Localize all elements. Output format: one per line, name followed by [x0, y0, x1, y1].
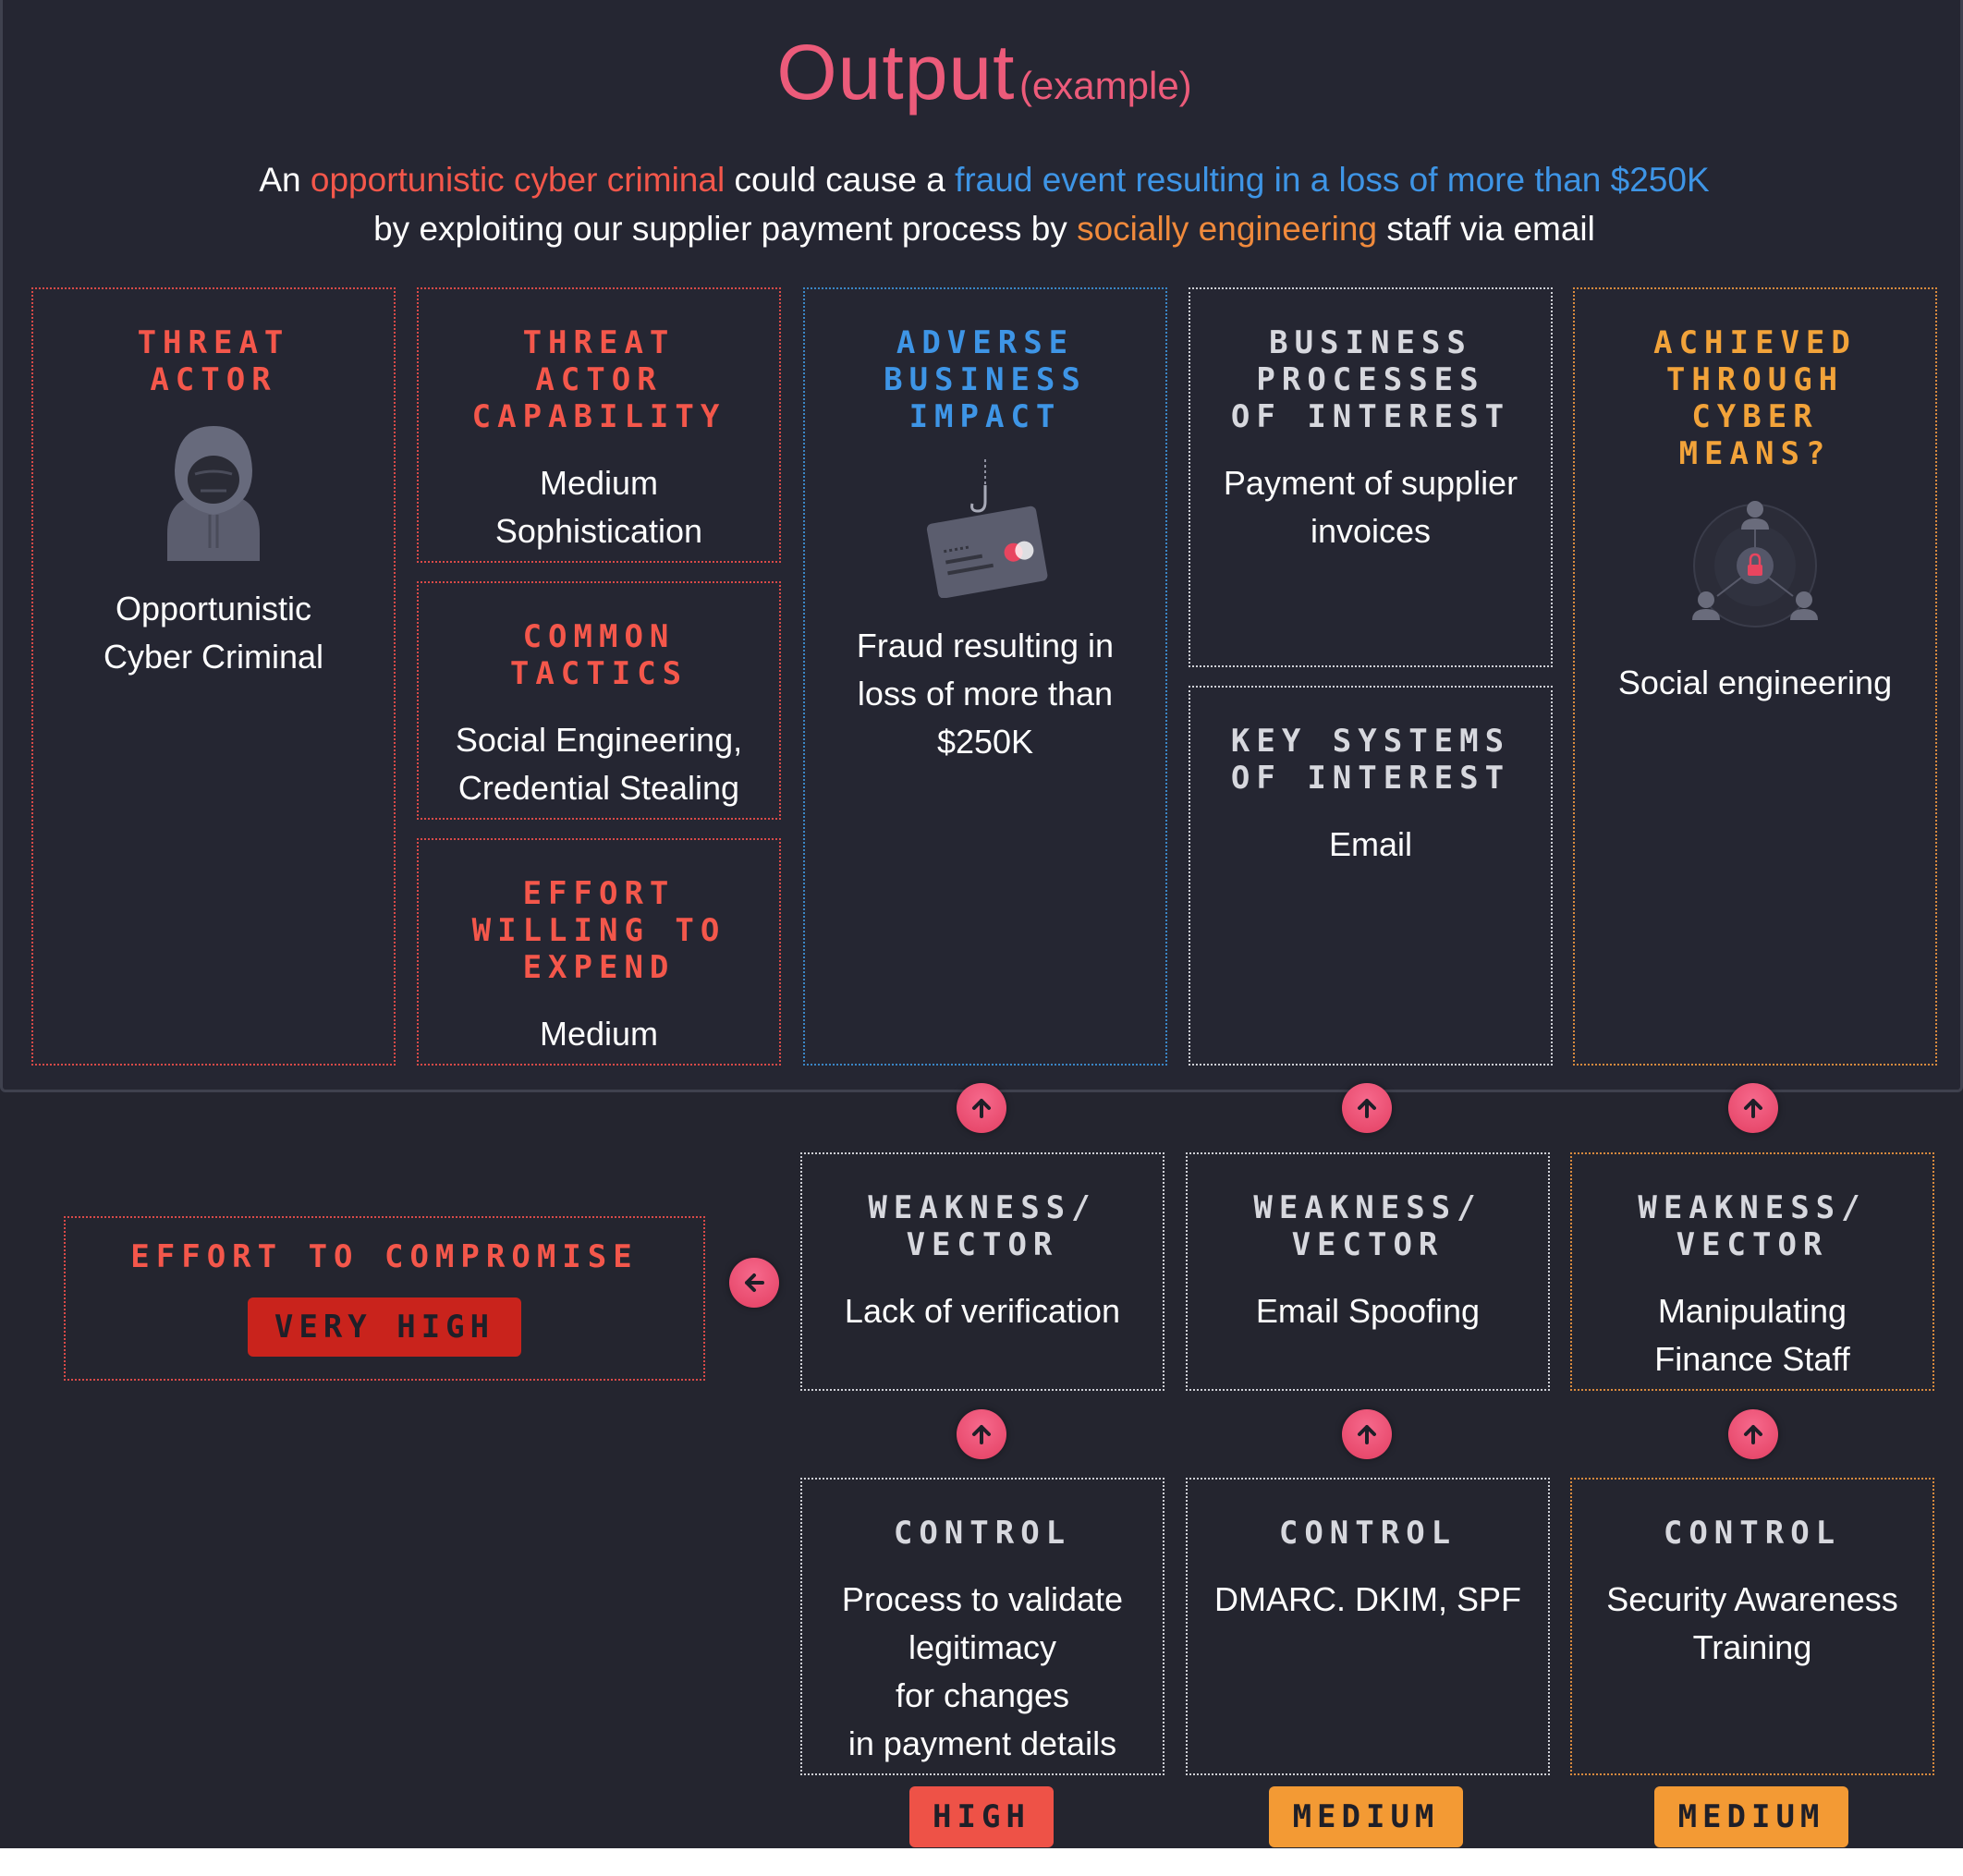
control-value: DMARC. DKIM, SPF — [1213, 1580, 1521, 1618]
control-value: Security Awareness Training — [1606, 1580, 1898, 1666]
cyber-means-label: ACHIEVED THROUGH CYBER MEANS? — [1653, 324, 1857, 472]
left-arrow-icon — [729, 1258, 779, 1308]
weakness-card: WEAKNESS/ VECTOR Lack of verification — [800, 1152, 1164, 1391]
up-arrow-icon — [1342, 1083, 1392, 1133]
up-arrow-icon — [1728, 1409, 1778, 1459]
up-arrow-icon — [957, 1083, 1006, 1133]
effort-willing-label: EFFORT WILLING TO EXPEND — [471, 875, 726, 986]
threat-actor-card: THREAT ACTOR Opportunistic Cyber Crimina… — [31, 287, 396, 1066]
summary-text: staff via email — [1377, 210, 1595, 248]
tactics-label: COMMON TACTICS — [509, 618, 689, 692]
summary-line-1: An opportunistic cyber criminal could ca… — [3, 155, 1963, 204]
control-label: CONTROL — [893, 1515, 1072, 1552]
effort-willing-value: Medium — [539, 1015, 659, 1053]
scenario-summary: An opportunistic cyber criminal could ca… — [3, 155, 1963, 253]
control-card: CONTROL DMARC. DKIM, SPF — [1186, 1478, 1550, 1775]
control-rating-badge: MEDIUM — [1269, 1786, 1463, 1847]
up-arrow-icon — [957, 1409, 1006, 1459]
weakness-value: Lack of verification — [844, 1292, 1121, 1330]
tactics-card: COMMON TACTICS Social Engineering, Crede… — [417, 581, 781, 820]
effort-willing-card: EFFORT WILLING TO EXPEND Medium — [417, 838, 781, 1066]
phishing-card-icon — [926, 459, 1048, 598]
up-arrow-icon — [1342, 1409, 1392, 1459]
summary-line-2: by exploiting our supplier payment proce… — [3, 204, 1963, 253]
effort-to-compromise-card: EFFORT TO COMPROMISE — [64, 1216, 705, 1381]
bottom-edge — [0, 1848, 1963, 1876]
weakness-label: WEAKNESS/ VECTOR — [1638, 1189, 1867, 1263]
control-value: Process to validate legitimacy for chang… — [841, 1580, 1124, 1762]
capability-label: THREAT ACTOR CAPABILITY — [471, 324, 726, 435]
business-processes-label: BUSINESS PROCESSES OF INTEREST — [1230, 324, 1511, 435]
weakness-label: WEAKNESS/ VECTOR — [868, 1189, 1097, 1263]
business-impact-value: Fraud resulting in loss of more than $25… — [856, 627, 1115, 761]
threat-actor-label: THREAT ACTOR — [137, 324, 290, 398]
very-high-badge: VERY HIGH — [248, 1297, 521, 1357]
title-main: Output — [776, 29, 1016, 116]
summary-means: socially engineering — [1077, 210, 1378, 248]
threat-scenario-panel: Output (example) An opportunistic cyber … — [0, 0, 1963, 1092]
summary-actor: opportunistic cyber criminal — [310, 161, 725, 199]
business-impact-card: ADVERSE BUSINESS IMPACT Fraud resulting … — [803, 287, 1167, 1066]
control-label: CONTROL — [1663, 1515, 1842, 1552]
summary-text: by exploiting our supplier payment proce… — [373, 210, 1078, 248]
effort-to-compromise-label: EFFORT TO COMPROMISE — [130, 1238, 639, 1275]
summary-text: An — [259, 161, 311, 199]
business-processes-card: BUSINESS PROCESSES OF INTEREST Payment o… — [1189, 287, 1553, 667]
summary-text: could cause a — [725, 161, 956, 199]
weakness-value: Manipulating Finance Staff — [1654, 1292, 1850, 1378]
control-rating-badge: MEDIUM — [1654, 1786, 1848, 1847]
up-arrow-icon — [1728, 1083, 1778, 1133]
control-label: CONTROL — [1278, 1515, 1457, 1552]
business-processes-value: Payment of supplier invoices — [1223, 464, 1518, 550]
page-title: Output (example) — [3, 28, 1963, 117]
key-systems-card: KEY SYSTEMS OF INTEREST Email — [1189, 686, 1553, 1066]
weakness-card: WEAKNESS/ VECTOR Manipulating Finance St… — [1570, 1152, 1934, 1391]
capability-card: THREAT ACTOR CAPABILITY Medium Sophistic… — [417, 287, 781, 563]
weakness-value: Email Spoofing — [1255, 1292, 1481, 1330]
control-rating-badge: HIGH — [909, 1786, 1054, 1847]
weakness-card: WEAKNESS/ VECTOR Email Spoofing — [1186, 1152, 1550, 1391]
threat-actor-value: Opportunistic Cyber Criminal — [103, 590, 324, 676]
social-network-lock-icon — [1692, 501, 1818, 627]
title-sub: (example) — [1018, 64, 1192, 107]
cyber-means-card: ACHIEVED THROUGH CYBER MEANS? Social eng… — [1573, 287, 1937, 1066]
hooded-hacker-icon — [167, 426, 260, 561]
key-systems-value: Email — [1328, 825, 1413, 863]
capability-value: Medium Sophistication — [494, 464, 703, 550]
summary-impact: fraud event resulting in a loss of more … — [955, 161, 1710, 199]
business-impact-label: ADVERSE BUSINESS IMPACT — [884, 324, 1087, 435]
weakness-label: WEAKNESS/ VECTOR — [1253, 1189, 1482, 1263]
control-card: CONTROL Security Awareness Training — [1570, 1478, 1934, 1775]
key-systems-label: KEY SYSTEMS OF INTEREST — [1230, 723, 1511, 797]
control-card: CONTROL Process to validate legitimacy f… — [800, 1478, 1164, 1775]
cyber-means-value: Social engineering — [1617, 664, 1893, 701]
tactics-value: Social Engineering, Credential Stealing — [455, 721, 743, 807]
